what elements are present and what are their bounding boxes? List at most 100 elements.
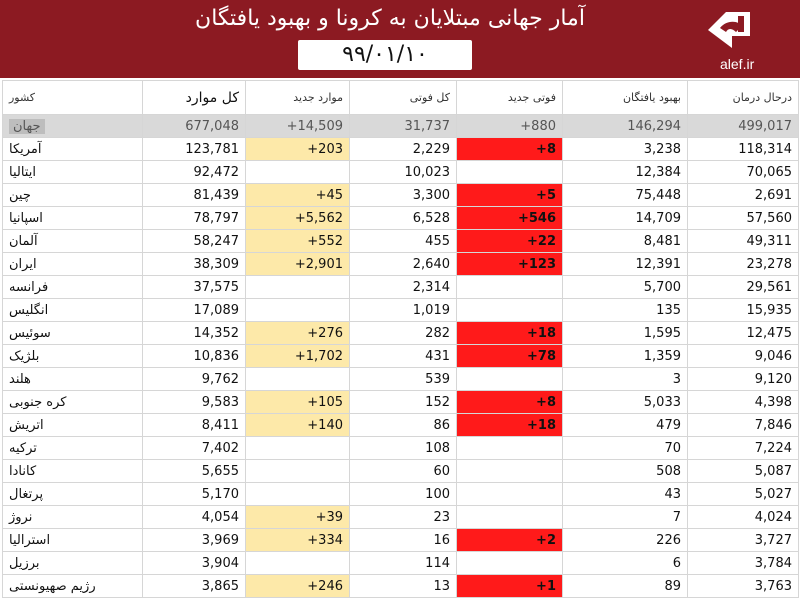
total-cases-cell: 92,472: [142, 160, 246, 184]
new-cases-cell: [245, 298, 350, 322]
recovered-cell: 7: [562, 505, 688, 529]
total-deaths-cell: 2,314: [349, 275, 457, 299]
new-cases-cell: +2,901: [245, 252, 350, 276]
new-cases-cell: +334: [245, 528, 350, 552]
covid-stats-table: کشور کل موارد موارد جدید کل فوتی فوتی جد…: [2, 80, 799, 598]
new-deaths-cell: +8: [456, 390, 563, 414]
table-row: آمریکا 123,781 +203 2,229 +8 3,238 118,314: [2, 137, 799, 161]
recovered-cell: 12,384: [562, 160, 688, 184]
total-cases-cell: 8,411: [142, 413, 246, 437]
active-cell: 5,027: [687, 482, 799, 506]
world-row: جهان 677,048 +14,509 31,737 +880 146,294 499,0…: [2, 114, 799, 138]
recovered-cell: 1,359: [562, 344, 688, 368]
active-cell: 9,046: [687, 344, 799, 368]
country-cell: انگلیس: [2, 298, 143, 322]
new-deaths-cell: +18: [456, 321, 563, 345]
table-row: ایتالیا 92,472 10,023 12,384 70,065: [2, 160, 799, 184]
active-cell: 29,561: [687, 275, 799, 299]
new-cases-cell: [245, 459, 350, 483]
new-deaths-cell: [456, 482, 563, 506]
country-cell: چین: [2, 183, 143, 207]
total-deaths-cell: 114: [349, 551, 457, 575]
new-cases-cell: +552: [245, 229, 350, 253]
recovered-cell: 3: [562, 367, 688, 391]
total-cases-cell: 78,797: [142, 206, 246, 230]
date-label: ۹۹/۰۱/۱۰: [298, 40, 472, 70]
country-cell: کانادا: [2, 459, 143, 483]
table-row: ایران 38,309 +2,901 2,640 +123 12,391 23,278: [2, 252, 799, 276]
new-cases-cell: [245, 367, 350, 391]
recovered-cell: 146,294: [562, 114, 688, 138]
country-cell: رژیم صهیونستی: [2, 574, 143, 598]
total-deaths-cell: 6,528: [349, 206, 457, 230]
active-cell: 499,017: [687, 114, 799, 138]
country-cell: اسپانیا: [2, 206, 143, 230]
recovered-cell: 5,700: [562, 275, 688, 299]
new-deaths-cell: +123: [456, 252, 563, 276]
recovered-cell: 135: [562, 298, 688, 322]
total-cases-cell: 7,402: [142, 436, 246, 460]
table-row: چین 81,439 +45 3,300 +5 75,448 2,691: [2, 183, 799, 207]
new-deaths-cell: +1: [456, 574, 563, 598]
country-cell: جهان: [2, 114, 143, 138]
recovered-cell: 6: [562, 551, 688, 575]
recovered-cell: 479: [562, 413, 688, 437]
recovered-cell: 14,709: [562, 206, 688, 230]
recovered-cell: 8,481: [562, 229, 688, 253]
new-deaths-cell: +8: [456, 137, 563, 161]
table-row: اتریش 8,411 +140 86 +18 479 7,846: [2, 413, 799, 437]
active-cell: 23,278: [687, 252, 799, 276]
total-deaths-cell: 16: [349, 528, 457, 552]
active-cell: 4,398: [687, 390, 799, 414]
new-cases-cell: +14,509: [245, 114, 350, 138]
new-deaths-cell: [456, 551, 563, 575]
country-cell: ترکیه: [2, 436, 143, 460]
active-cell: 7,224: [687, 436, 799, 460]
table-row: اسپانیا 78,797 +5,562 6,528 +546 14,709 57,560: [2, 206, 799, 230]
total-deaths-cell: 23: [349, 505, 457, 529]
alef-logo-icon: [708, 12, 750, 48]
total-deaths-cell: 13: [349, 574, 457, 598]
total-cases-cell: 677,048: [142, 114, 246, 138]
column-header-total-cases: کل موارد: [142, 80, 246, 115]
new-cases-cell: +140: [245, 413, 350, 437]
column-header-recovered: بهبود یافتگان: [562, 80, 688, 115]
total-deaths-cell: 1,019: [349, 298, 457, 322]
new-deaths-cell: +2: [456, 528, 563, 552]
total-deaths-cell: 3,300: [349, 183, 457, 207]
recovered-cell: 508: [562, 459, 688, 483]
country-cell: پرتغال: [2, 482, 143, 506]
total-deaths-cell: 2,229: [349, 137, 457, 161]
table-row: سوئیس 14,352 +276 282 +18 1,595 12,475: [2, 321, 799, 345]
table-row: ترکیه 7,402 108 70 7,224: [2, 436, 799, 460]
table-row: نروژ 4,054 +39 23 7 4,024: [2, 505, 799, 529]
total-cases-cell: 5,655: [142, 459, 246, 483]
country-cell: بلژیک: [2, 344, 143, 368]
recovered-cell: 226: [562, 528, 688, 552]
active-cell: 4,024: [687, 505, 799, 529]
active-cell: 7,846: [687, 413, 799, 437]
table-row: فرانسه 37,575 2,314 5,700 29,561: [2, 275, 799, 299]
active-cell: 57,560: [687, 206, 799, 230]
new-cases-cell: +39: [245, 505, 350, 529]
new-cases-cell: [245, 551, 350, 575]
new-cases-cell: +45: [245, 183, 350, 207]
new-deaths-cell: [456, 436, 563, 460]
alef-logo[interactable]: alef.ir: [686, 8, 790, 76]
country-cell: استرالیا: [2, 528, 143, 552]
column-header-active: درحال درمان: [687, 80, 799, 115]
recovered-cell: 12,391: [562, 252, 688, 276]
page-title: آمار جهانی مبتلایان به کرونا و بهبود یاف…: [195, 6, 585, 31]
recovered-cell: 1,595: [562, 321, 688, 345]
new-cases-cell: +1,702: [245, 344, 350, 368]
country-cell: هلند: [2, 367, 143, 391]
table-row: هلند 9,762 539 3 9,120: [2, 367, 799, 391]
total-cases-cell: 3,969: [142, 528, 246, 552]
new-cases-cell: [245, 436, 350, 460]
active-cell: 118,314: [687, 137, 799, 161]
logo-text: alef.ir: [720, 56, 755, 72]
recovered-cell: 89: [562, 574, 688, 598]
total-deaths-cell: 31,737: [349, 114, 457, 138]
total-cases-cell: 38,309: [142, 252, 246, 276]
active-cell: 12,475: [687, 321, 799, 345]
